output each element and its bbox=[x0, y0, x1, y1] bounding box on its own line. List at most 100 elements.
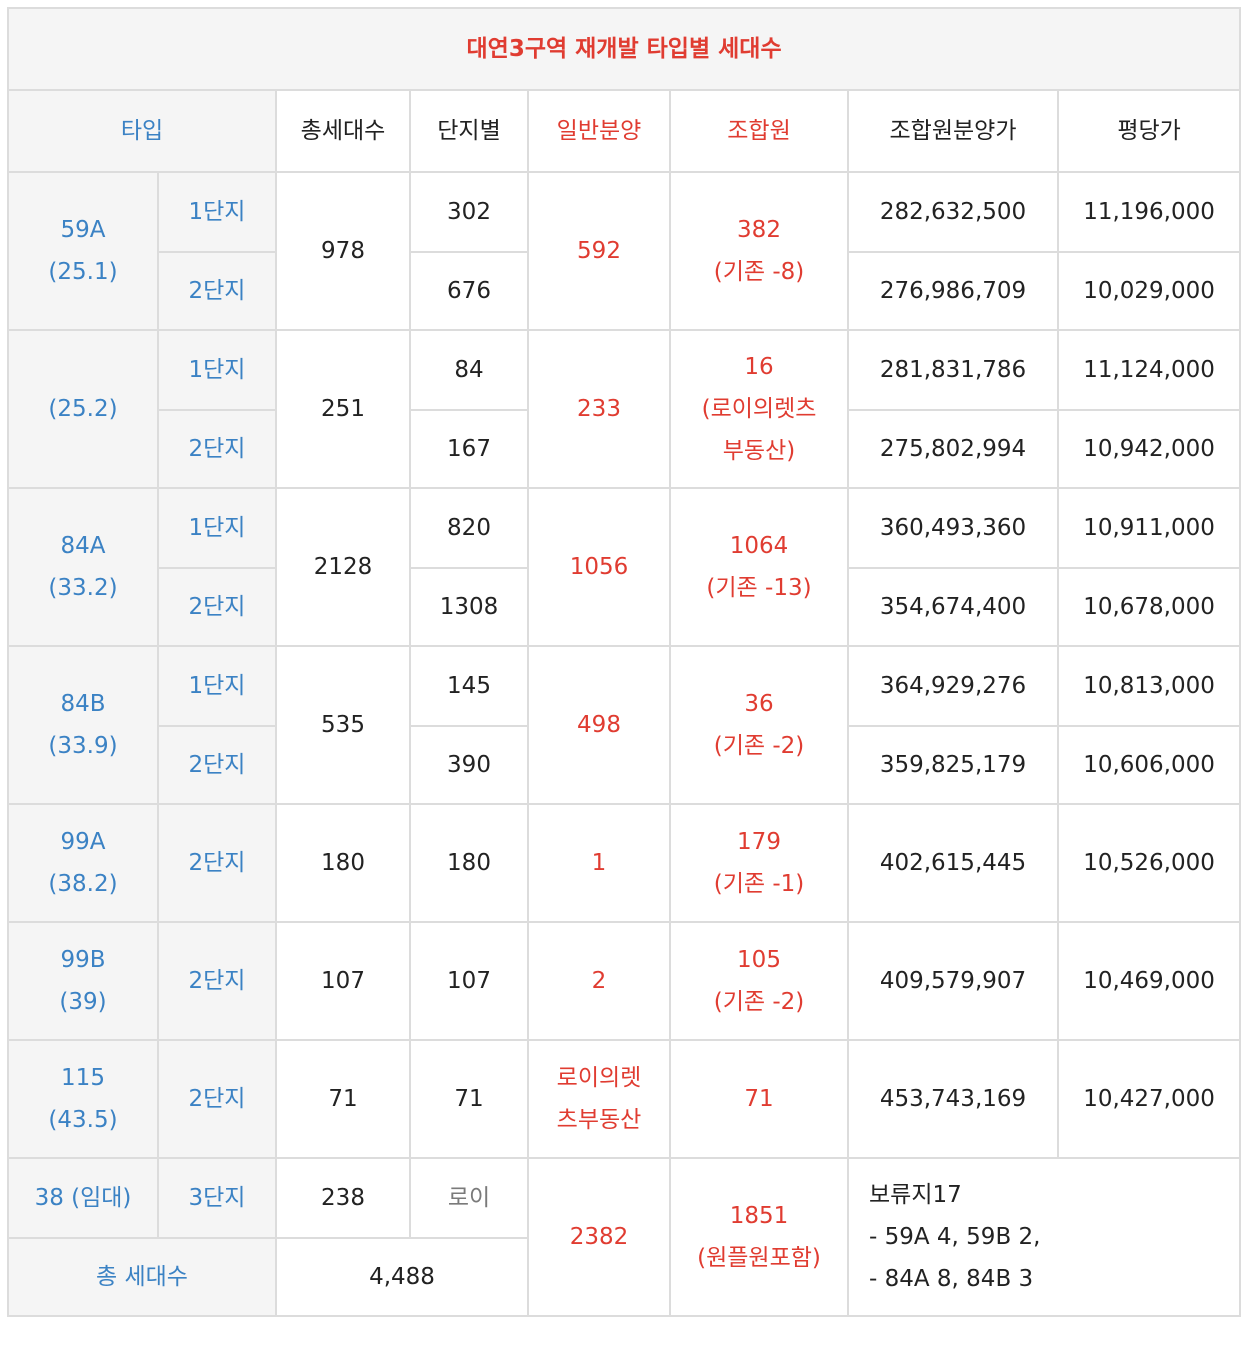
count-cell: 1308 bbox=[409, 567, 529, 647]
type-cell: 99B (39) bbox=[7, 921, 159, 1041]
members-note: (로이의렛츠 bbox=[701, 396, 817, 422]
type-label: 84A bbox=[60, 533, 106, 559]
household-table: 대연3구역 재개발 타입별 세대수 타입 총세대수 단지별 일반분양 조합원 조… bbox=[6, 7, 1242, 1317]
type-label: 84B bbox=[60, 691, 106, 717]
type-area: (38.2) bbox=[48, 871, 118, 897]
member-price-cell: 453,743,169 bbox=[847, 1039, 1059, 1159]
header-type: 타입 bbox=[7, 89, 277, 173]
complex-cell: 2단지 bbox=[157, 921, 277, 1041]
footer-label: 총 세대수 bbox=[7, 1237, 277, 1317]
type-area: (33.2) bbox=[48, 575, 118, 601]
table-row: 38 (임대) 3단지 238 로이 2382 1851 (원플원포함) 보류지… bbox=[7, 1157, 1242, 1317]
members-cell: 16 (로이의렛츠 부동산) bbox=[669, 329, 849, 489]
members-note: (기존 -1) bbox=[713, 871, 805, 897]
total-cell: 180 bbox=[275, 803, 411, 923]
member-price-cell: 360,493,360 bbox=[847, 487, 1059, 569]
general-sale-cell: 2 bbox=[527, 921, 671, 1041]
type-cell: 84B (33.9) bbox=[7, 645, 159, 805]
table-row: 59A (25.1) 1단지 978 302 592 382 (기존 -8) 2… bbox=[7, 171, 1242, 331]
members-count: 1851 bbox=[729, 1203, 789, 1229]
general-sale-cell: 1 bbox=[527, 803, 671, 923]
type-cell: 84A (33.2) bbox=[7, 487, 159, 647]
members-note: (기존 -2) bbox=[713, 989, 805, 1015]
table-row: (25.2) 1단지 251 84 233 16 (로이의렛츠 부동산) 281… bbox=[7, 329, 1242, 489]
complex-cell: 2단지 bbox=[157, 1039, 277, 1159]
complex-cell: 2단지 bbox=[157, 567, 277, 647]
ppp-cell: 11,124,000 bbox=[1056, 329, 1242, 411]
ppp-cell: 10,678,000 bbox=[1056, 567, 1242, 647]
footer-total: 4,488 bbox=[275, 1237, 529, 1317]
total-cell: 978 bbox=[275, 171, 411, 331]
member-price-cell: 409,579,907 bbox=[847, 921, 1059, 1041]
members-note: (기존 -8) bbox=[713, 259, 805, 285]
member-price-cell: 402,615,445 bbox=[847, 803, 1059, 923]
reserve-title: 보류지17 bbox=[869, 1182, 962, 1208]
header-members: 조합원 bbox=[669, 89, 849, 173]
type-area: (25.1) bbox=[48, 259, 118, 285]
members-cell: 105 (기존 -2) bbox=[669, 921, 849, 1041]
total-general-sale-cell: 2382 bbox=[527, 1157, 671, 1317]
total-members-cell: 1851 (원플원포함) bbox=[669, 1157, 849, 1317]
complex-cell: 1단지 bbox=[157, 487, 277, 569]
table-row: 2단지 1308 354,674,400 10,678,000 bbox=[8, 567, 1242, 647]
type-cell: 99A (38.2) bbox=[7, 803, 159, 923]
count-cell: 84 bbox=[409, 329, 529, 411]
type-label: 99A bbox=[60, 829, 106, 855]
complex-cell: 2단지 bbox=[157, 803, 277, 923]
type-area: (33.9) bbox=[48, 733, 118, 759]
header-member-price: 조합원분양가 bbox=[847, 89, 1059, 173]
complex-cell: 1단지 bbox=[157, 645, 277, 727]
members-note: 부동산) bbox=[722, 438, 796, 464]
ppp-cell: 10,526,000 bbox=[1056, 803, 1242, 923]
total-cell: 2128 bbox=[275, 487, 411, 647]
table-row: 총 세대수 4,488 bbox=[7, 1237, 1240, 1317]
members-count: 16 bbox=[744, 354, 774, 380]
count-cell: 107 bbox=[409, 921, 529, 1041]
count-cell: 145 bbox=[409, 645, 529, 727]
total-cell: 535 bbox=[275, 645, 411, 805]
members-count: 105 bbox=[737, 947, 781, 973]
member-price-cell: 275,802,994 bbox=[847, 409, 1059, 489]
count-cell: 302 bbox=[409, 171, 529, 253]
ppp-cell: 10,427,000 bbox=[1056, 1039, 1242, 1159]
total-cell: 71 bbox=[275, 1039, 411, 1159]
header-total-units: 총세대수 bbox=[275, 89, 411, 173]
type-cell: 115 (43.5) bbox=[7, 1039, 159, 1159]
count-cell: 390 bbox=[409, 725, 529, 805]
general-sale-cell: 498 bbox=[527, 645, 671, 805]
complex-cell: 1단지 bbox=[157, 329, 277, 411]
type-cell: 38 (임대) bbox=[7, 1157, 159, 1239]
header-by-complex: 단지별 bbox=[409, 89, 529, 173]
ppp-cell: 10,029,000 bbox=[1056, 251, 1242, 331]
members-count: 1064 bbox=[729, 533, 789, 559]
members-count: 36 bbox=[744, 691, 774, 717]
ppp-cell: 11,196,000 bbox=[1056, 171, 1242, 253]
count-cell: 167 bbox=[409, 409, 529, 489]
members-count: 179 bbox=[737, 829, 781, 855]
general-sale-cell: 592 bbox=[527, 171, 671, 331]
type-area: (25.2) bbox=[48, 396, 118, 422]
complex-cell: 2단지 bbox=[157, 409, 277, 489]
members-cell: 1064 (기존 -13) bbox=[669, 487, 849, 647]
complex-cell: 2단지 bbox=[157, 725, 277, 805]
table-row: 2단지 390 359,825,179 10,606,000 bbox=[8, 725, 1242, 805]
count-cell: 71 bbox=[409, 1039, 529, 1159]
ppp-cell: 10,942,000 bbox=[1056, 409, 1242, 489]
count-cell: 820 bbox=[409, 487, 529, 569]
table-row: 99A (38.2) 2단지 180 180 1 179 (기존 -1) 402… bbox=[7, 803, 1242, 923]
member-price-cell: 359,825,179 bbox=[847, 725, 1059, 805]
general-sale-note: 로이의렛 bbox=[556, 1065, 642, 1091]
members-count: 382 bbox=[737, 217, 781, 243]
table-row: 99B (39) 2단지 107 107 2 105 (기존 -2) 409,5… bbox=[7, 921, 1242, 1041]
table-row: 2단지 167 275,802,994 10,942,000 bbox=[8, 409, 1242, 489]
header-general-sale: 일반분양 bbox=[527, 89, 671, 173]
general-sale-cell: 233 bbox=[527, 329, 671, 489]
general-sale-note: 츠부동산 bbox=[556, 1107, 642, 1133]
general-sale-cell: 로이의렛 츠부동산 bbox=[527, 1039, 671, 1159]
reserve-line: - 59A 4, 59B 2, bbox=[869, 1224, 1041, 1250]
general-sale-cell: 1056 bbox=[527, 487, 671, 647]
members-note: (원플원포함) bbox=[697, 1245, 821, 1271]
member-price-cell: 364,929,276 bbox=[847, 645, 1059, 727]
table-title: 대연3구역 재개발 타입별 세대수 bbox=[6, 7, 1242, 91]
complex-cell: 2단지 bbox=[157, 251, 277, 331]
